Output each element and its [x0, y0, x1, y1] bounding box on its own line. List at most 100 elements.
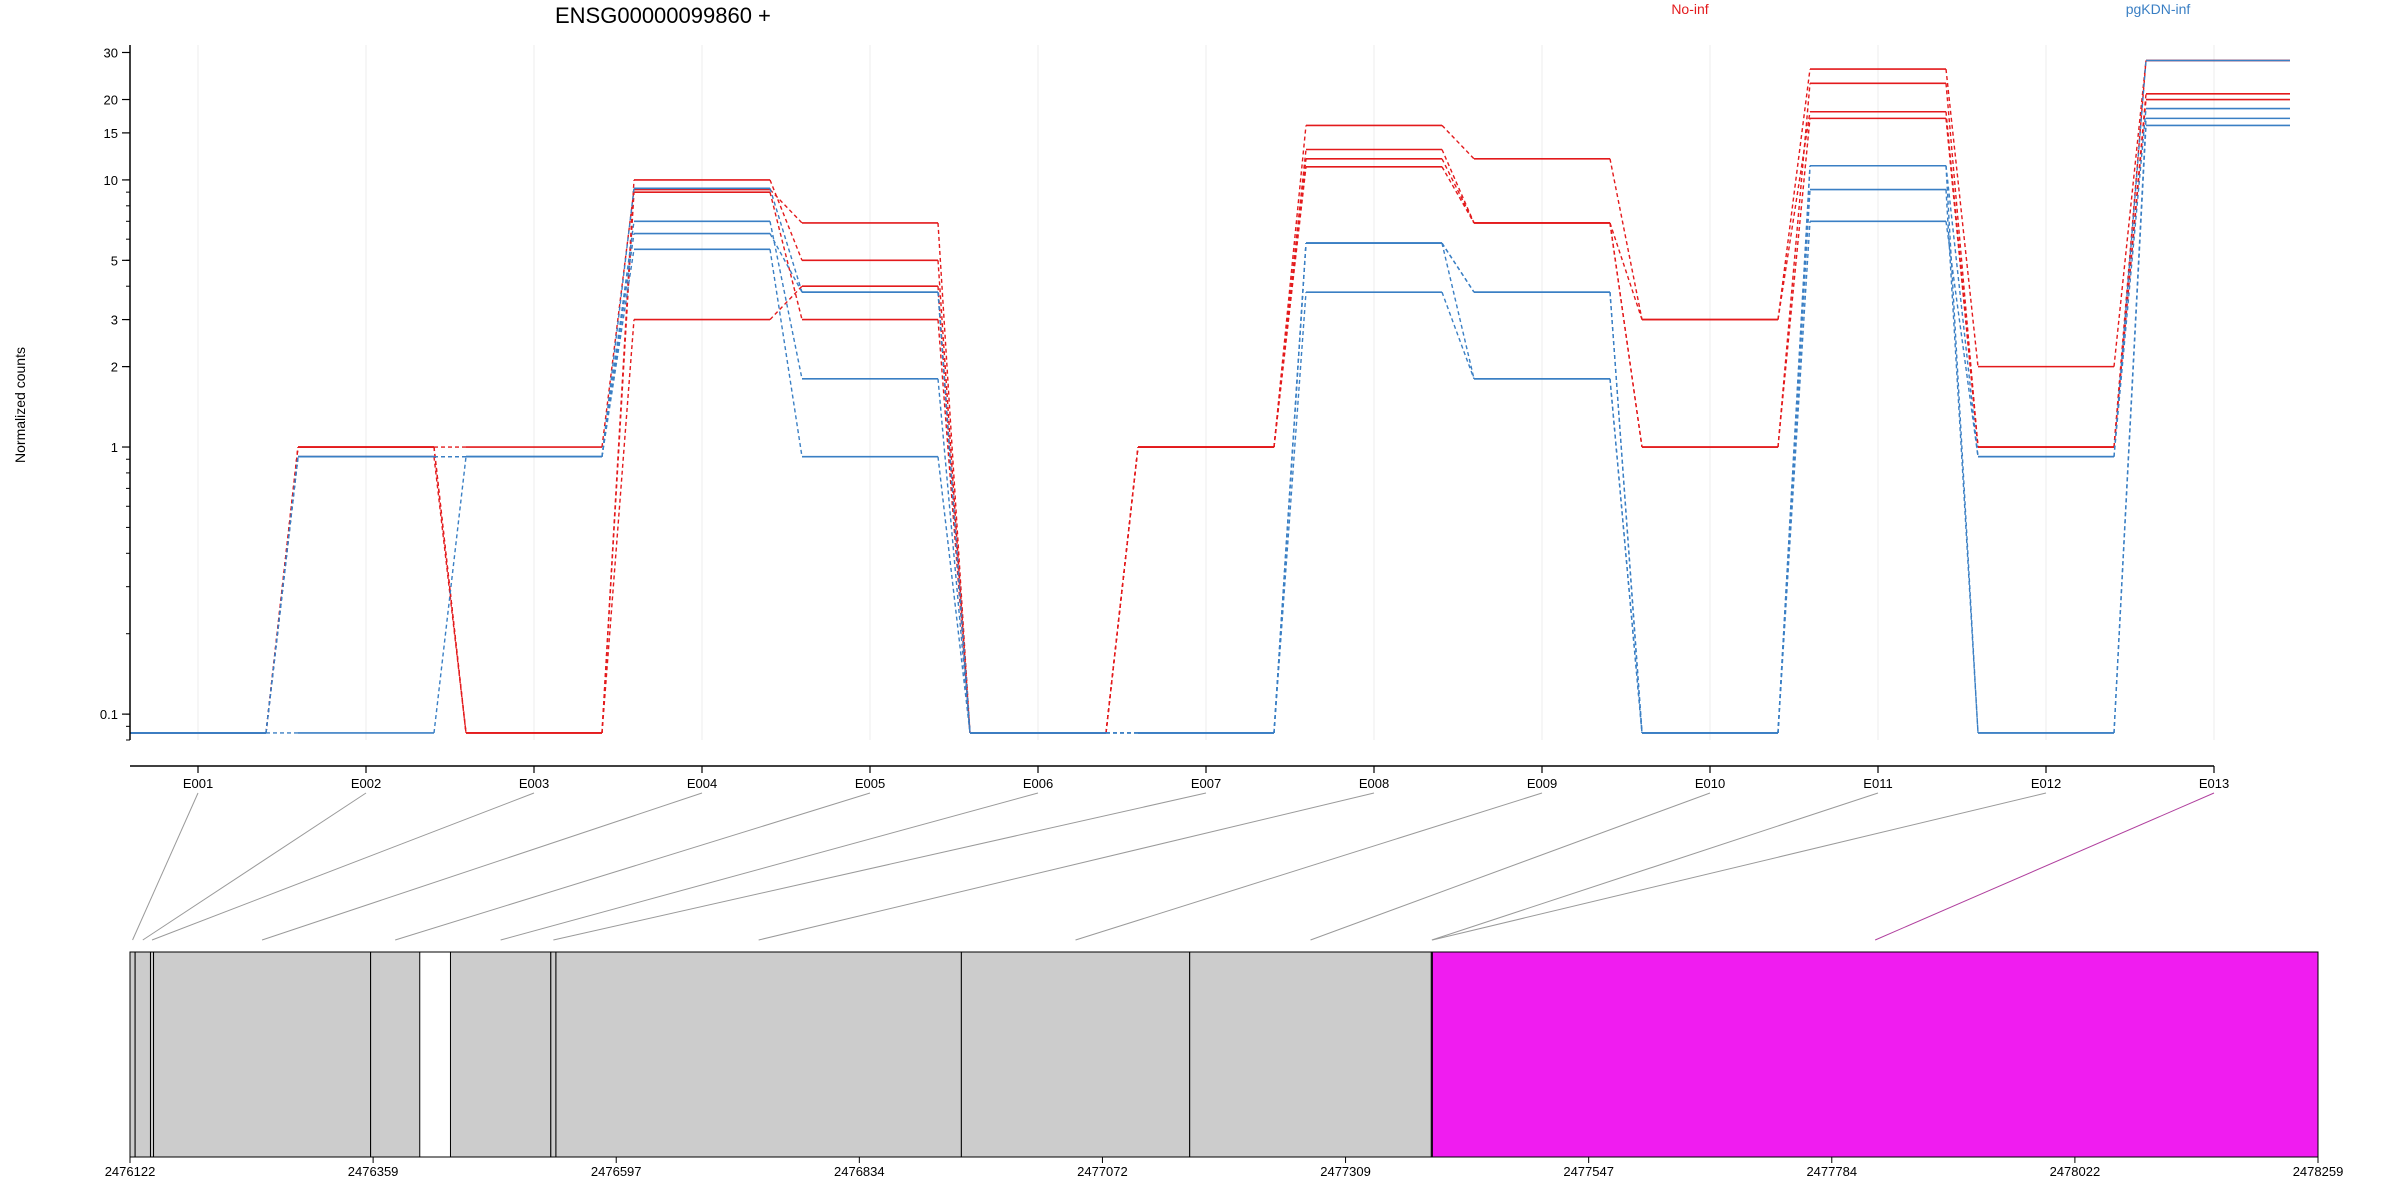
series-8	[130, 59, 2290, 734]
series-connector	[601, 221, 635, 457]
series-connector	[1945, 165, 1979, 457]
series-connector	[1777, 83, 1811, 448]
series-connector	[1609, 378, 1643, 734]
series-connector	[769, 221, 803, 379]
x-tick-label: E009	[1527, 776, 1557, 791]
y-tick-label: 20	[104, 93, 118, 108]
series-connector	[2113, 60, 2147, 367]
x-tick-label: E008	[1359, 776, 1389, 791]
connector-e005	[395, 792, 871, 941]
connector-e011	[1431, 792, 1879, 941]
series-connector	[937, 260, 971, 734]
exon-block-e001	[129, 951, 136, 1158]
x-tick-label: E001	[183, 776, 213, 791]
y-tick-label: 5	[111, 253, 118, 268]
series-4	[130, 59, 2290, 734]
genomic-tick-label: 2476834	[834, 1164, 885, 1179]
y-tick-label: 10	[104, 173, 118, 188]
grid-lines	[197, 45, 2215, 740]
y-tick-label: 0.1	[100, 707, 118, 722]
series-connector	[1273, 158, 1307, 448]
series-connector	[433, 456, 467, 734]
series-connector	[769, 191, 803, 320]
series-connector	[1945, 118, 1979, 448]
series-connector	[2113, 125, 2147, 734]
series-connector	[1441, 291, 1475, 380]
series-connector	[769, 179, 803, 261]
connector-e013	[1874, 792, 2215, 941]
genomic-tick-label: 2476122	[105, 1164, 156, 1179]
connector-e004	[261, 792, 703, 941]
connector-e003	[151, 792, 535, 941]
x-tick-label: E012	[2031, 776, 2061, 791]
x-tick-label: E010	[1695, 776, 1725, 791]
x-tick-label: E011	[1863, 776, 1892, 791]
series-connector	[1273, 243, 1307, 734]
exon-block-e009	[960, 951, 1191, 1158]
x-tick-label: E004	[687, 776, 717, 791]
x-tick-label: E006	[1023, 776, 1053, 791]
series-connector	[937, 456, 971, 734]
x-tick-label: E013	[2199, 776, 2229, 791]
series-6	[130, 117, 2290, 734]
series-connector	[601, 233, 635, 457]
series-2	[130, 82, 2290, 734]
series-connector	[1777, 221, 1811, 734]
genomic-tick-label: 2477072	[1077, 1164, 1128, 1179]
x-tick-label: E007	[1191, 776, 1221, 791]
series-connector	[1945, 165, 1979, 734]
series-connector	[1609, 222, 1643, 320]
y-axis: 0.1 1 2 3 5 10 15 20 30	[100, 45, 131, 741]
series-connector	[1945, 69, 1979, 367]
series-connector	[1441, 166, 1475, 224]
y-tick-label: 15	[104, 126, 118, 141]
series-connector	[937, 222, 971, 734]
genomic-axis: 2476122 2476359 2476597 2476834 2477072 24773…	[105, 1157, 2344, 1179]
series-connector	[1609, 158, 1643, 320]
connector-e007	[553, 792, 1207, 941]
y-tick-label: 2	[111, 360, 118, 375]
series-connector	[1609, 292, 1643, 734]
exon-block-e004	[153, 951, 372, 1158]
y-tick-label: 1	[111, 440, 118, 455]
y-axis-label: Normalized counts	[12, 347, 28, 463]
x-axis: E001 E002 E003 E004 E005 E006 E007 E008 E009 E010…	[130, 765, 2229, 791]
exon-block-e008	[555, 951, 962, 1158]
series-connector	[265, 456, 299, 734]
genomic-tick-label: 2478022	[2050, 1164, 2101, 1179]
chart-title: ENSG00000099860 +	[555, 3, 771, 28]
series-connector	[601, 249, 635, 457]
series-connector	[601, 189, 635, 448]
genomic-tick-label: 2477547	[1563, 1164, 1614, 1179]
series-lines	[130, 59, 2290, 734]
series-connector	[1777, 68, 1811, 320]
connector-e010	[1310, 792, 1711, 941]
connector-e009	[1075, 792, 1543, 941]
connector-e002	[142, 792, 367, 941]
series-connector	[1441, 242, 1475, 379]
series-connector	[601, 192, 635, 734]
connector-e001	[132, 792, 199, 941]
series-connector	[769, 188, 803, 293]
exon-block-e007	[550, 951, 557, 1158]
legend-item-pgkdn-inf: pgKDN-inf	[2126, 1, 2191, 17]
genomic-tick-label: 2478259	[2293, 1164, 2344, 1179]
connector-e008	[758, 792, 1375, 941]
genomic-tick-label: 2476597	[591, 1164, 642, 1179]
connector-e012	[1432, 792, 2047, 941]
series-connector	[937, 378, 971, 734]
gene-model	[129, 951, 2319, 1158]
series-connector	[433, 456, 467, 734]
series-connector	[1273, 125, 1307, 448]
series-connector	[265, 456, 299, 734]
series-connector	[1441, 124, 1475, 160]
genomic-tick-label: 2476359	[348, 1164, 399, 1179]
series-5	[130, 107, 2290, 734]
exon-block-e013	[1431, 951, 2319, 1158]
series-7	[130, 124, 2290, 734]
x-tick-label: E003	[519, 776, 549, 791]
series-connector	[1777, 111, 1811, 320]
series-connector	[601, 188, 635, 457]
series-connector	[769, 285, 803, 321]
